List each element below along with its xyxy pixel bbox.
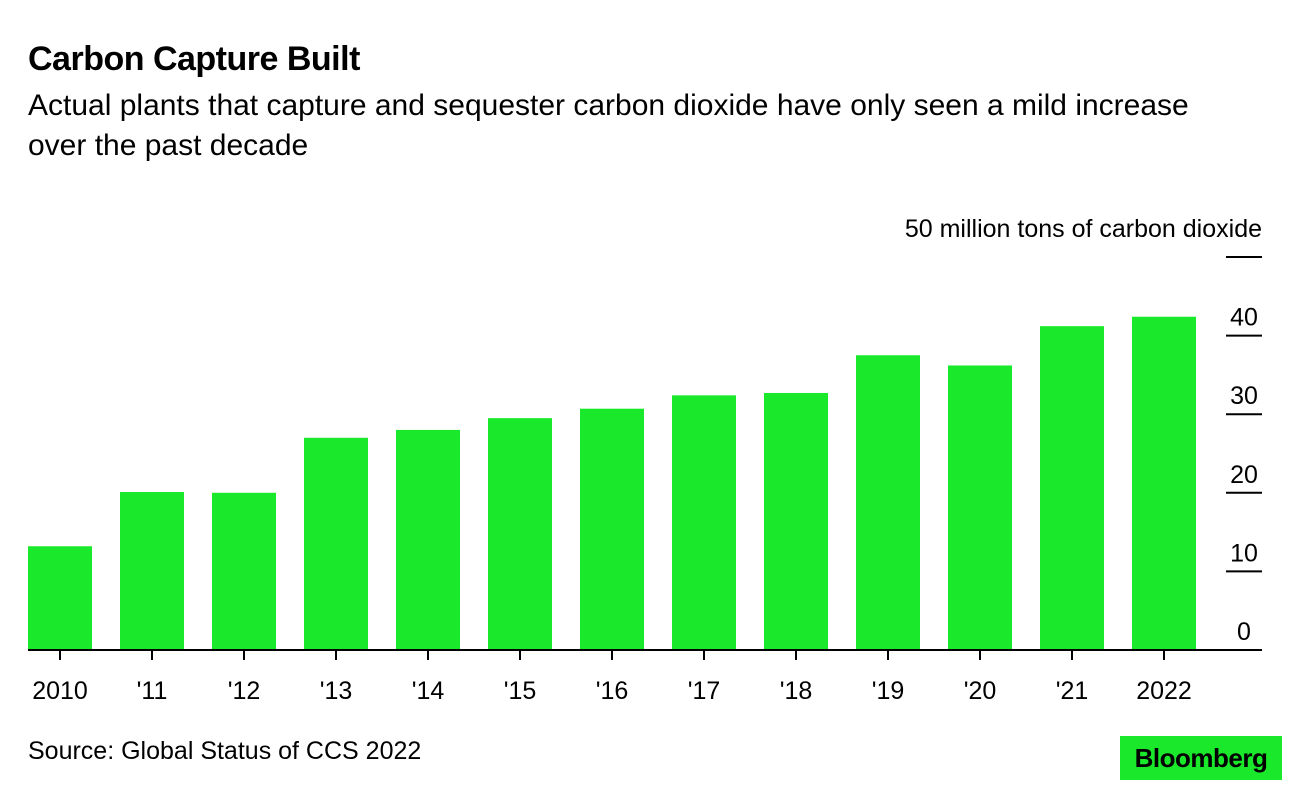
- x-tick-label: '18: [780, 677, 813, 705]
- y-tick-label: 30: [1230, 382, 1258, 410]
- bar: [856, 355, 920, 650]
- x-tick-label: 2022: [1136, 677, 1192, 705]
- bar: [1132, 316, 1196, 650]
- x-tick-label: '21: [1056, 677, 1089, 705]
- y-tick-label: 10: [1230, 539, 1258, 567]
- bar: [28, 546, 92, 650]
- bar: [212, 492, 276, 650]
- chart-title: Carbon Capture Built: [28, 40, 360, 78]
- x-tick-label: '20: [964, 677, 997, 705]
- x-tick-label: '12: [228, 677, 261, 705]
- bar: [120, 492, 184, 650]
- y-tick-label: 20: [1230, 461, 1258, 489]
- y-axis-label: 50 million tons of carbon dioxide: [905, 215, 1262, 243]
- x-tick-label: '15: [504, 677, 537, 705]
- bar: [580, 408, 644, 650]
- x-tick-label: '14: [412, 677, 445, 705]
- y-tick-label: 0: [1237, 618, 1251, 646]
- bar: [1040, 326, 1104, 650]
- bar: [304, 437, 368, 650]
- x-tick-label: '16: [596, 677, 629, 705]
- bar: [396, 429, 460, 650]
- x-tick-label: '17: [688, 677, 721, 705]
- x-tick-label: '11: [137, 677, 168, 705]
- bar: [948, 365, 1012, 650]
- x-tick-label: '13: [320, 677, 353, 705]
- x-tick-label: 2010: [32, 677, 88, 705]
- y-tick-label: 40: [1230, 304, 1258, 332]
- source-note: Source: Global Status of CCS 2022: [28, 737, 422, 765]
- bar: [672, 395, 736, 650]
- bar: [764, 392, 828, 650]
- bar: [488, 418, 552, 650]
- bloomberg-logo: Bloomberg: [1120, 736, 1282, 780]
- chart-subtitle: Actual plants that capture and sequester…: [28, 89, 1189, 162]
- x-tick-label: '19: [872, 677, 905, 705]
